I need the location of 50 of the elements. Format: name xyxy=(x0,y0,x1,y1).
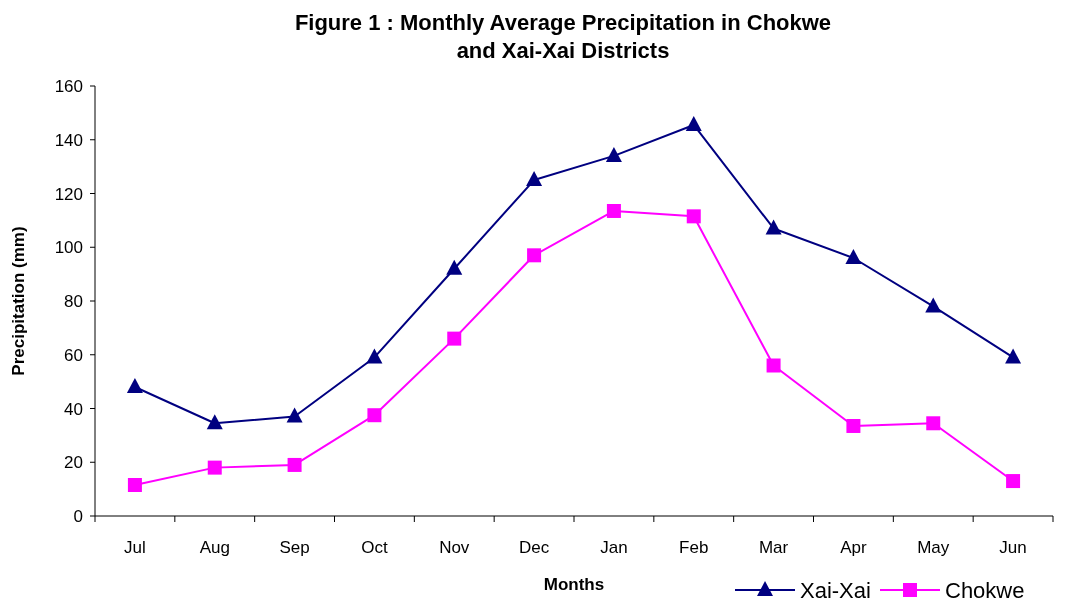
chart-title: Figure 1 : Monthly Average Precipitation in Chokwe and Xai-Xai Districts xyxy=(294,10,832,63)
y-tick-label: 100 xyxy=(54,238,83,258)
point xyxy=(1006,474,1021,489)
legend-label: Chokwe xyxy=(945,578,1025,603)
point xyxy=(526,171,543,187)
point xyxy=(287,457,302,472)
y-axis-title: Precipitation (mm) xyxy=(9,226,28,376)
x-tick-label: Sep xyxy=(279,538,310,557)
point xyxy=(1005,348,1022,364)
y-tick-label: 160 xyxy=(54,77,83,96)
x-tick-label: Oct xyxy=(361,538,388,557)
y-tick-label: 140 xyxy=(54,130,83,150)
x-tick-label: Mar xyxy=(758,538,789,557)
x-tick-label: Aug xyxy=(199,538,230,557)
point xyxy=(127,478,142,493)
x-axis-title: Months xyxy=(543,575,605,594)
x-tick-label: Jun xyxy=(999,538,1027,557)
point xyxy=(366,348,383,364)
x-tick-label: Apr xyxy=(840,538,867,557)
point xyxy=(126,378,143,393)
y-tick-label: 60 xyxy=(64,345,83,365)
point xyxy=(766,358,781,373)
point xyxy=(605,146,622,162)
point xyxy=(286,407,303,423)
point xyxy=(686,209,701,224)
x-tick-label: May xyxy=(917,538,950,557)
legend-label: Xai-Xai xyxy=(800,578,871,603)
x-tick-label: Jan xyxy=(600,538,628,557)
point xyxy=(926,416,941,431)
point xyxy=(206,414,223,430)
point xyxy=(685,115,702,131)
x-tick-label: Dec xyxy=(518,538,550,557)
point xyxy=(207,460,222,475)
x-tick-label: Nov xyxy=(439,538,470,557)
point xyxy=(606,203,621,218)
x-tick-label: Feb xyxy=(679,538,709,557)
point xyxy=(765,219,782,235)
point xyxy=(845,249,862,264)
point xyxy=(846,418,861,433)
point xyxy=(925,297,942,313)
y-tick-label: 0 xyxy=(73,507,83,526)
y-tick-label: 40 xyxy=(64,399,83,419)
x-tick-label: Jul xyxy=(124,538,146,557)
y-tick-label: 80 xyxy=(64,292,83,311)
point xyxy=(527,248,542,263)
y-tick-label: 120 xyxy=(54,184,83,204)
point xyxy=(367,408,382,423)
y-tick-label: 20 xyxy=(64,453,83,473)
point xyxy=(447,331,462,346)
point xyxy=(446,259,463,275)
